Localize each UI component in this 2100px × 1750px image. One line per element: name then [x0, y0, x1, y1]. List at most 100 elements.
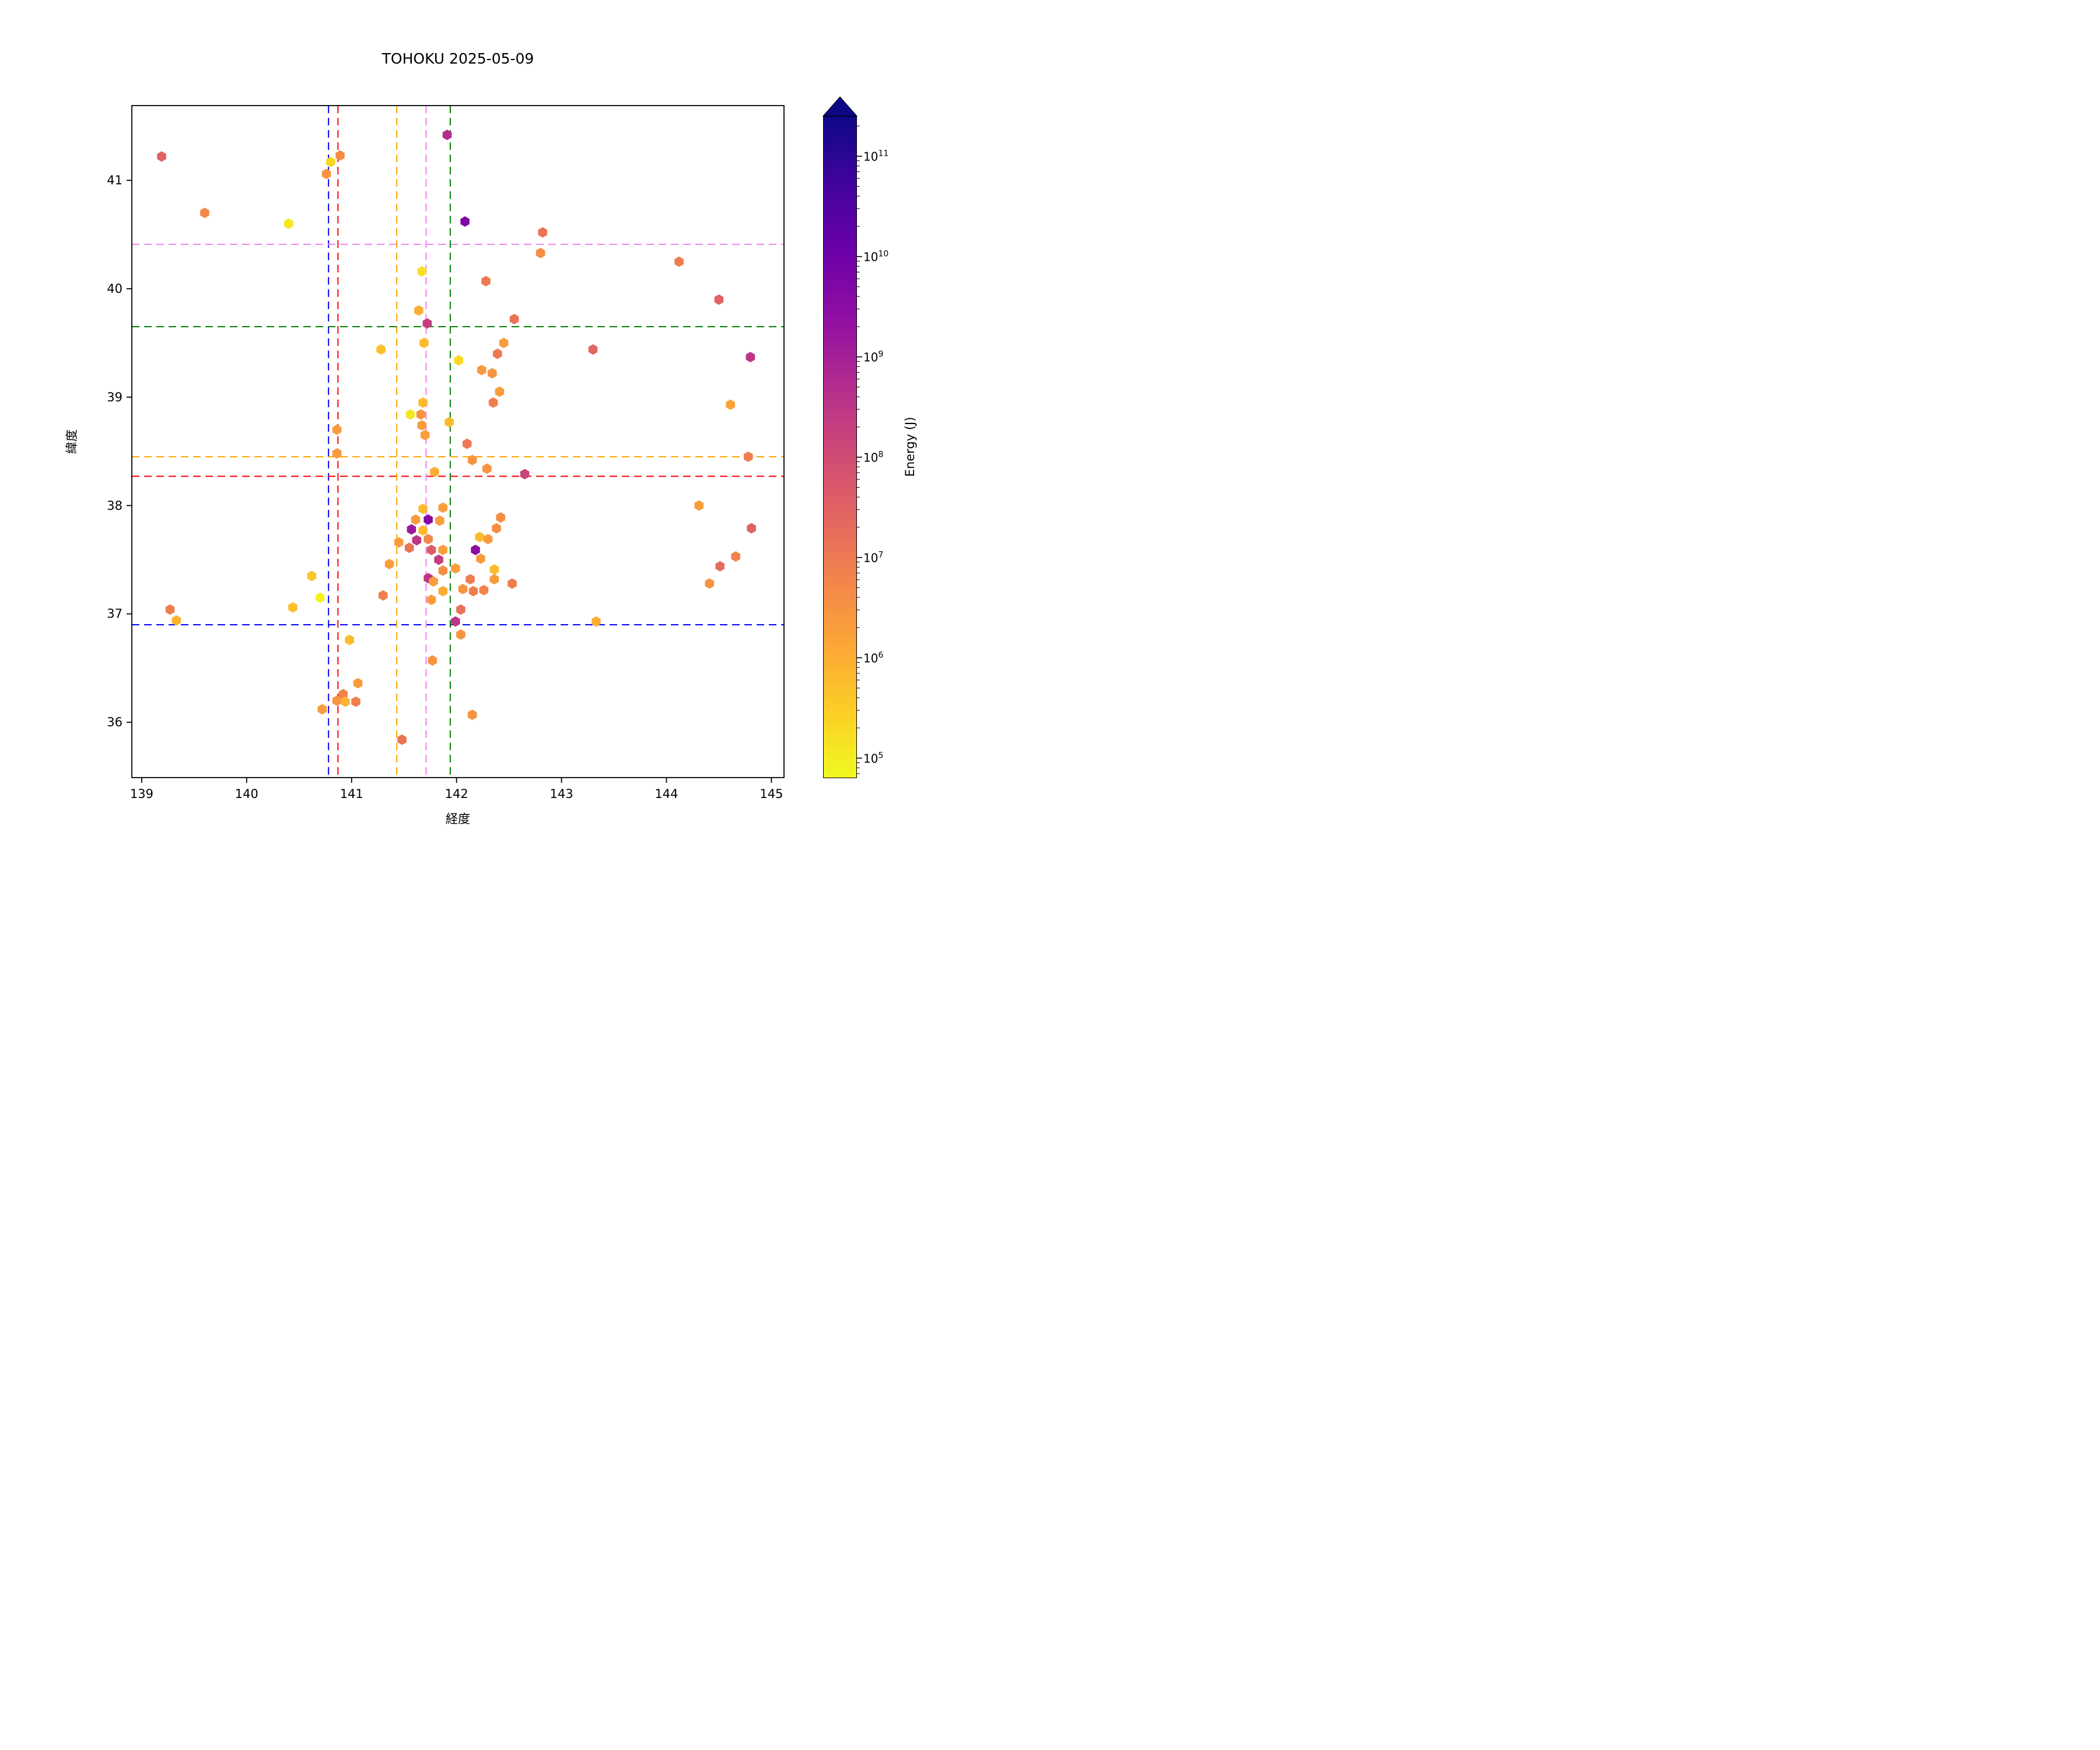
data-point-hexagon	[538, 227, 547, 238]
data-point-hexagon	[467, 709, 477, 720]
data-point-hexagon	[419, 337, 429, 348]
x-axis-label: 経度	[446, 812, 470, 826]
data-point-hexagon	[520, 468, 530, 480]
data-point-hexagon	[424, 534, 433, 545]
colorbar-tick-label: 108	[863, 450, 884, 465]
data-point-hexagon	[468, 586, 478, 597]
data-point-hexagon	[466, 574, 475, 584]
data-point-hexagon	[200, 207, 209, 218]
data-point-hexagon	[454, 355, 464, 366]
data-point-hexagon	[714, 294, 724, 305]
data-point-hexagon	[489, 564, 499, 575]
colorbar-tick-label: 105	[863, 751, 884, 765]
data-point-hexagon	[536, 247, 545, 258]
data-point-hexagon	[747, 523, 756, 534]
data-point-hexagon	[462, 438, 472, 449]
data-point-hexagon	[442, 130, 452, 141]
data-point-hexagon	[438, 502, 448, 513]
data-point-hexagon	[482, 463, 492, 474]
data-point-hexagon	[424, 514, 433, 525]
data-point-hexagon	[674, 256, 684, 267]
data-point-hexagon	[705, 578, 715, 589]
data-point-hexagon	[746, 352, 755, 363]
data-point-hexagon	[483, 534, 493, 545]
data-point-hexagon	[460, 216, 470, 227]
data-point-hexagon	[475, 531, 484, 542]
data-point-hexagon	[429, 576, 438, 587]
data-point-hexagon	[172, 615, 181, 626]
data-point-hexagon	[345, 635, 354, 645]
data-point-hexagon	[476, 553, 485, 564]
colorbar-tick-label: 1011	[863, 149, 889, 164]
data-point-hexagon	[417, 266, 427, 277]
data-point-hexagon	[376, 344, 386, 355]
x-tick-label: 142	[444, 787, 468, 801]
data-point-hexagon	[341, 696, 350, 707]
data-point-hexagon	[417, 420, 427, 431]
data-point-hexagon	[414, 305, 424, 316]
x-tick-label: 143	[550, 787, 573, 801]
data-point-hexagon	[456, 604, 466, 615]
data-point-hexagon	[592, 616, 601, 627]
data-point-hexagon	[430, 467, 439, 477]
data-point-hexagon	[451, 563, 460, 574]
data-point-hexagon	[509, 314, 519, 324]
figure: TOHOKU 2025-05-09 経度 緯度 Energy (J) 139 14…	[0, 0, 1050, 875]
data-point-hexagon	[434, 554, 443, 565]
x-tick-label: 139	[130, 787, 153, 801]
data-point-hexagon	[458, 583, 468, 594]
data-point-hexagon	[744, 452, 753, 462]
data-point-hexagon	[404, 542, 414, 554]
data-point-hexagon	[407, 524, 416, 535]
data-point-hexagon	[471, 544, 480, 555]
data-point-hexagon	[157, 151, 166, 162]
x-tick-label: 140	[235, 787, 258, 801]
colorbar-label: Energy (J)	[903, 416, 917, 477]
data-point-hexagon	[321, 169, 331, 180]
data-point-hexagon	[307, 570, 317, 582]
data-point-hexagon	[451, 616, 460, 627]
x-tick-label: 141	[340, 787, 363, 801]
colorbar-tick-label: 1010	[863, 249, 889, 264]
data-point-hexagon	[397, 734, 407, 745]
data-point-hexagon	[426, 594, 436, 606]
y-tick-label: 38	[107, 498, 123, 513]
data-point-hexagon	[332, 424, 342, 435]
data-point-hexagon	[422, 318, 432, 329]
colorbar	[823, 116, 857, 778]
data-point-hexagon	[332, 448, 342, 459]
data-point-hexagon	[411, 514, 421, 525]
y-tick-label: 39	[107, 390, 123, 404]
data-point-hexagon	[495, 386, 505, 397]
data-point-hexagon	[426, 544, 436, 555]
data-point-hexagon	[284, 218, 293, 229]
data-point-hexagon	[493, 348, 502, 359]
data-point-hexagon	[694, 500, 704, 511]
data-point-hexagon	[508, 578, 517, 589]
data-point-hexagon	[418, 525, 428, 536]
data-point-hexagon	[351, 696, 360, 707]
y-tick-label: 40	[107, 282, 123, 296]
data-point-hexagon	[489, 574, 499, 584]
data-point-hexagon	[488, 368, 497, 379]
data-point-hexagon	[467, 454, 477, 466]
data-point-hexagon	[378, 590, 388, 601]
data-point-hexagon	[394, 537, 404, 548]
data-point-hexagon	[438, 544, 448, 555]
data-point-hexagon	[731, 551, 740, 562]
data-point-hexagon	[438, 565, 448, 576]
data-point-hexagon	[416, 409, 426, 420]
data-point-hexagon	[317, 704, 327, 715]
colorbar-extend-arrow	[822, 96, 858, 117]
data-point-hexagon	[496, 512, 505, 523]
data-point-hexagon	[335, 150, 345, 161]
plot-frame	[131, 105, 785, 778]
data-point-hexagon	[588, 344, 598, 355]
x-tick-label: 145	[760, 787, 783, 801]
data-point-hexagon	[435, 515, 444, 526]
data-point-hexagon	[499, 337, 509, 348]
data-point-hexagon	[332, 695, 342, 706]
data-point-hexagon	[405, 409, 415, 420]
data-point-hexagon	[288, 602, 298, 613]
colorbar-tick-label: 109	[863, 349, 884, 365]
